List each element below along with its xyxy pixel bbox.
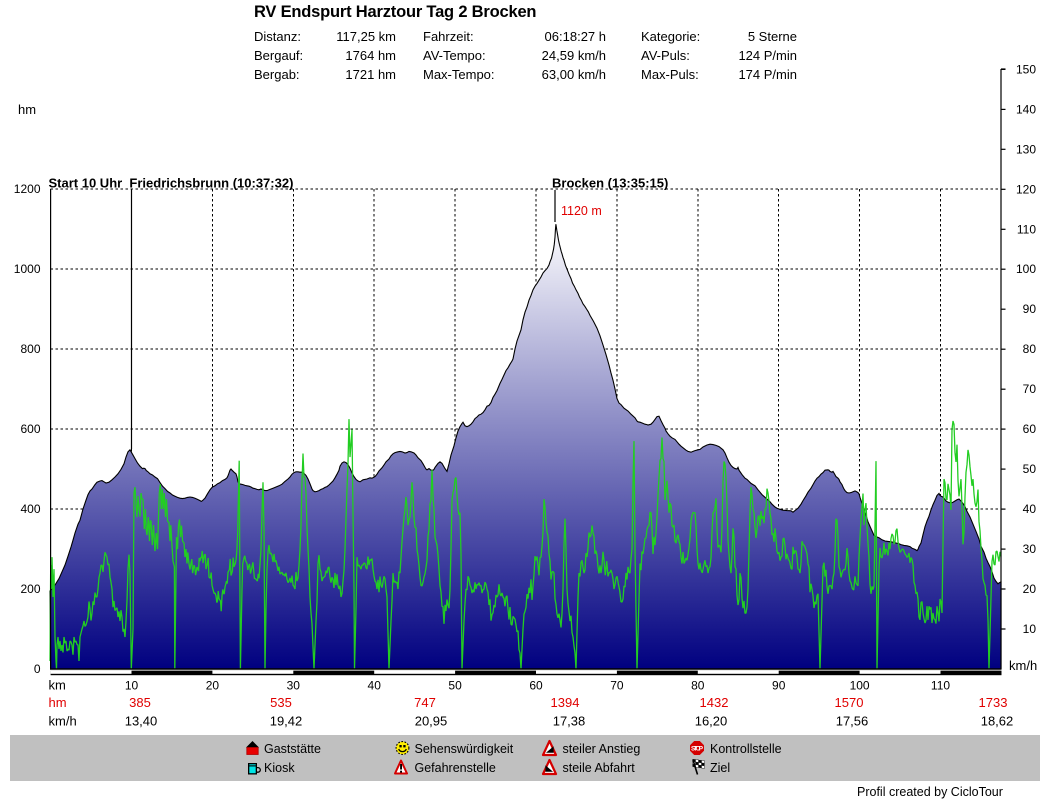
svg-text:385: 385 — [129, 695, 151, 710]
svg-text:110: 110 — [1017, 222, 1036, 236]
svg-text:16,20: 16,20 — [695, 714, 728, 729]
svg-text:90: 90 — [772, 679, 786, 693]
svg-text:1120 m: 1120 m — [561, 204, 602, 218]
svg-text:200: 200 — [20, 582, 40, 596]
svg-text:17,56: 17,56 — [836, 714, 869, 729]
svg-text:30: 30 — [1023, 542, 1037, 556]
svg-text:120: 120 — [1016, 182, 1036, 196]
svg-text:600: 600 — [20, 422, 40, 436]
svg-text:0: 0 — [34, 662, 41, 676]
svg-text:80: 80 — [1023, 342, 1037, 356]
svg-text:30: 30 — [287, 679, 301, 693]
svg-text:17,38: 17,38 — [553, 714, 586, 729]
svg-text:50: 50 — [1023, 462, 1037, 476]
svg-text:535: 535 — [270, 695, 292, 710]
svg-text:60: 60 — [1023, 422, 1037, 436]
svg-text:110: 110 — [931, 679, 950, 693]
svg-text:130: 130 — [1016, 142, 1036, 156]
svg-text:Start 10 Uhr Friedrichsbrunn: Start 10 Uhr Friedrichsbrunn (10:37:32) — [49, 176, 294, 191]
svg-text:1733: 1733 — [979, 695, 1008, 710]
svg-text:70: 70 — [1023, 382, 1037, 396]
svg-text:60: 60 — [529, 679, 543, 693]
svg-text:747: 747 — [414, 695, 436, 710]
svg-text:50: 50 — [448, 679, 462, 693]
svg-text:100: 100 — [850, 679, 870, 693]
svg-text:40: 40 — [368, 679, 382, 693]
svg-text:19,42: 19,42 — [270, 714, 303, 729]
svg-text:hm: hm — [18, 102, 36, 117]
svg-text:1000: 1000 — [14, 262, 41, 276]
svg-text:1200: 1200 — [14, 182, 41, 196]
svg-text:400: 400 — [20, 502, 40, 516]
svg-text:1394: 1394 — [551, 695, 580, 710]
svg-text:20,95: 20,95 — [415, 714, 448, 729]
svg-text:40: 40 — [1023, 502, 1037, 516]
svg-text:STOP: STOP — [691, 745, 704, 752]
svg-text:hm: hm — [49, 695, 67, 710]
svg-text:10: 10 — [1023, 622, 1037, 636]
svg-text:150: 150 — [1016, 62, 1036, 76]
svg-text:km: km — [49, 678, 66, 693]
svg-text:20: 20 — [1023, 582, 1037, 596]
svg-text:10: 10 — [125, 679, 139, 693]
svg-text:1570: 1570 — [835, 695, 864, 710]
svg-text:18,62: 18,62 — [981, 714, 1014, 729]
svg-text:20: 20 — [206, 679, 220, 693]
svg-text:800: 800 — [20, 342, 40, 356]
svg-text:13,40: 13,40 — [125, 714, 158, 729]
svg-text:90: 90 — [1023, 302, 1037, 316]
svg-text:km/h: km/h — [1009, 658, 1037, 673]
svg-text:80: 80 — [691, 679, 705, 693]
svg-text:70: 70 — [610, 679, 624, 693]
svg-text:km/h: km/h — [49, 714, 77, 729]
svg-text:100: 100 — [1016, 262, 1036, 276]
svg-text:Brocken (13:35:15): Brocken (13:35:15) — [552, 176, 668, 191]
svg-text:140: 140 — [1016, 102, 1036, 116]
svg-text:1432: 1432 — [700, 695, 729, 710]
